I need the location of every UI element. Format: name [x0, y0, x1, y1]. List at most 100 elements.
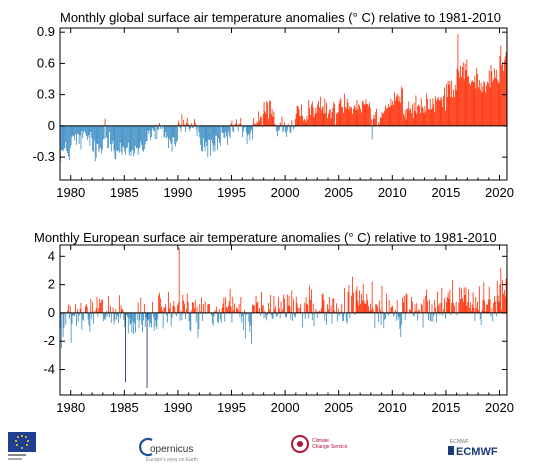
bar — [302, 312, 303, 328]
bar — [389, 312, 391, 315]
bar — [129, 125, 131, 152]
bar — [118, 312, 119, 323]
bar — [157, 312, 159, 320]
bar — [110, 125, 112, 152]
bar — [166, 125, 168, 139]
bar — [339, 312, 341, 315]
bar — [411, 301, 413, 313]
bar — [398, 312, 400, 318]
bar — [403, 113, 404, 126]
bar — [390, 307, 392, 313]
bar — [240, 117, 242, 126]
bar — [66, 125, 68, 151]
bar — [172, 125, 174, 137]
bar — [436, 312, 437, 323]
bar — [135, 125, 136, 147]
bar — [495, 312, 497, 317]
bar — [296, 303, 298, 313]
bar — [310, 114, 311, 126]
bar — [328, 109, 330, 126]
bar — [185, 122, 187, 126]
bar — [457, 34, 459, 126]
bar — [273, 111, 275, 126]
svg-text:Change Service: Change Service — [312, 444, 348, 450]
bar — [405, 119, 407, 126]
bar — [90, 298, 92, 313]
bar — [455, 90, 457, 126]
bar — [258, 111, 260, 126]
bar — [353, 312, 355, 315]
bar — [401, 86, 403, 126]
bar — [269, 100, 271, 126]
chart-title: Monthly European surface air temperature… — [34, 230, 497, 245]
bar — [324, 312, 326, 321]
bar — [60, 125, 62, 151]
bar — [78, 125, 80, 145]
bar — [100, 303, 101, 313]
bar — [72, 125, 74, 136]
bar — [404, 109, 406, 126]
bar — [381, 112, 383, 126]
bar — [201, 297, 202, 313]
bar — [372, 119, 374, 126]
bar — [115, 125, 117, 160]
bar — [383, 312, 385, 329]
bar — [495, 69, 497, 126]
bar — [176, 125, 177, 143]
bar — [101, 125, 103, 150]
bar — [88, 312, 90, 326]
bar — [98, 125, 100, 152]
bar — [278, 125, 280, 131]
bar — [425, 295, 427, 313]
bar — [451, 80, 453, 126]
bar — [478, 79, 480, 126]
bar — [119, 312, 121, 319]
bar — [136, 312, 138, 320]
bar — [499, 284, 501, 313]
bar — [225, 297, 227, 313]
bar — [110, 312, 112, 323]
bar — [411, 104, 413, 126]
bar — [211, 125, 213, 144]
bar — [76, 125, 77, 145]
bar — [127, 125, 128, 148]
bar — [85, 304, 87, 313]
bar — [107, 125, 109, 149]
bar — [348, 284, 350, 313]
bar — [270, 312, 272, 316]
bar — [445, 83, 447, 126]
bar — [102, 312, 104, 322]
bar — [396, 93, 398, 126]
bar — [349, 106, 351, 126]
bar — [151, 125, 152, 138]
bar — [297, 105, 299, 126]
bar — [341, 304, 343, 313]
bar — [68, 312, 70, 319]
bar — [134, 125, 135, 154]
bar — [202, 312, 203, 322]
bar — [396, 300, 398, 313]
bar — [409, 308, 411, 313]
bar — [123, 312, 125, 320]
bar — [367, 299, 369, 313]
bar — [133, 125, 135, 157]
bar — [156, 312, 158, 330]
bar — [82, 312, 84, 320]
bar — [149, 312, 151, 328]
bar — [324, 98, 326, 126]
bar — [483, 282, 485, 313]
bar — [139, 125, 141, 148]
bar — [106, 125, 108, 138]
bar — [417, 106, 419, 126]
copernicus-logo: opernicus Europe's eyes on Earth — [139, 437, 198, 463]
bar — [269, 294, 271, 313]
bar — [87, 125, 89, 138]
bar — [319, 310, 320, 313]
bar — [382, 311, 384, 313]
bar — [384, 110, 386, 126]
bar — [157, 125, 159, 130]
bar — [443, 95, 445, 126]
bar — [244, 312, 246, 339]
bar — [305, 122, 307, 126]
bar — [431, 108, 433, 126]
